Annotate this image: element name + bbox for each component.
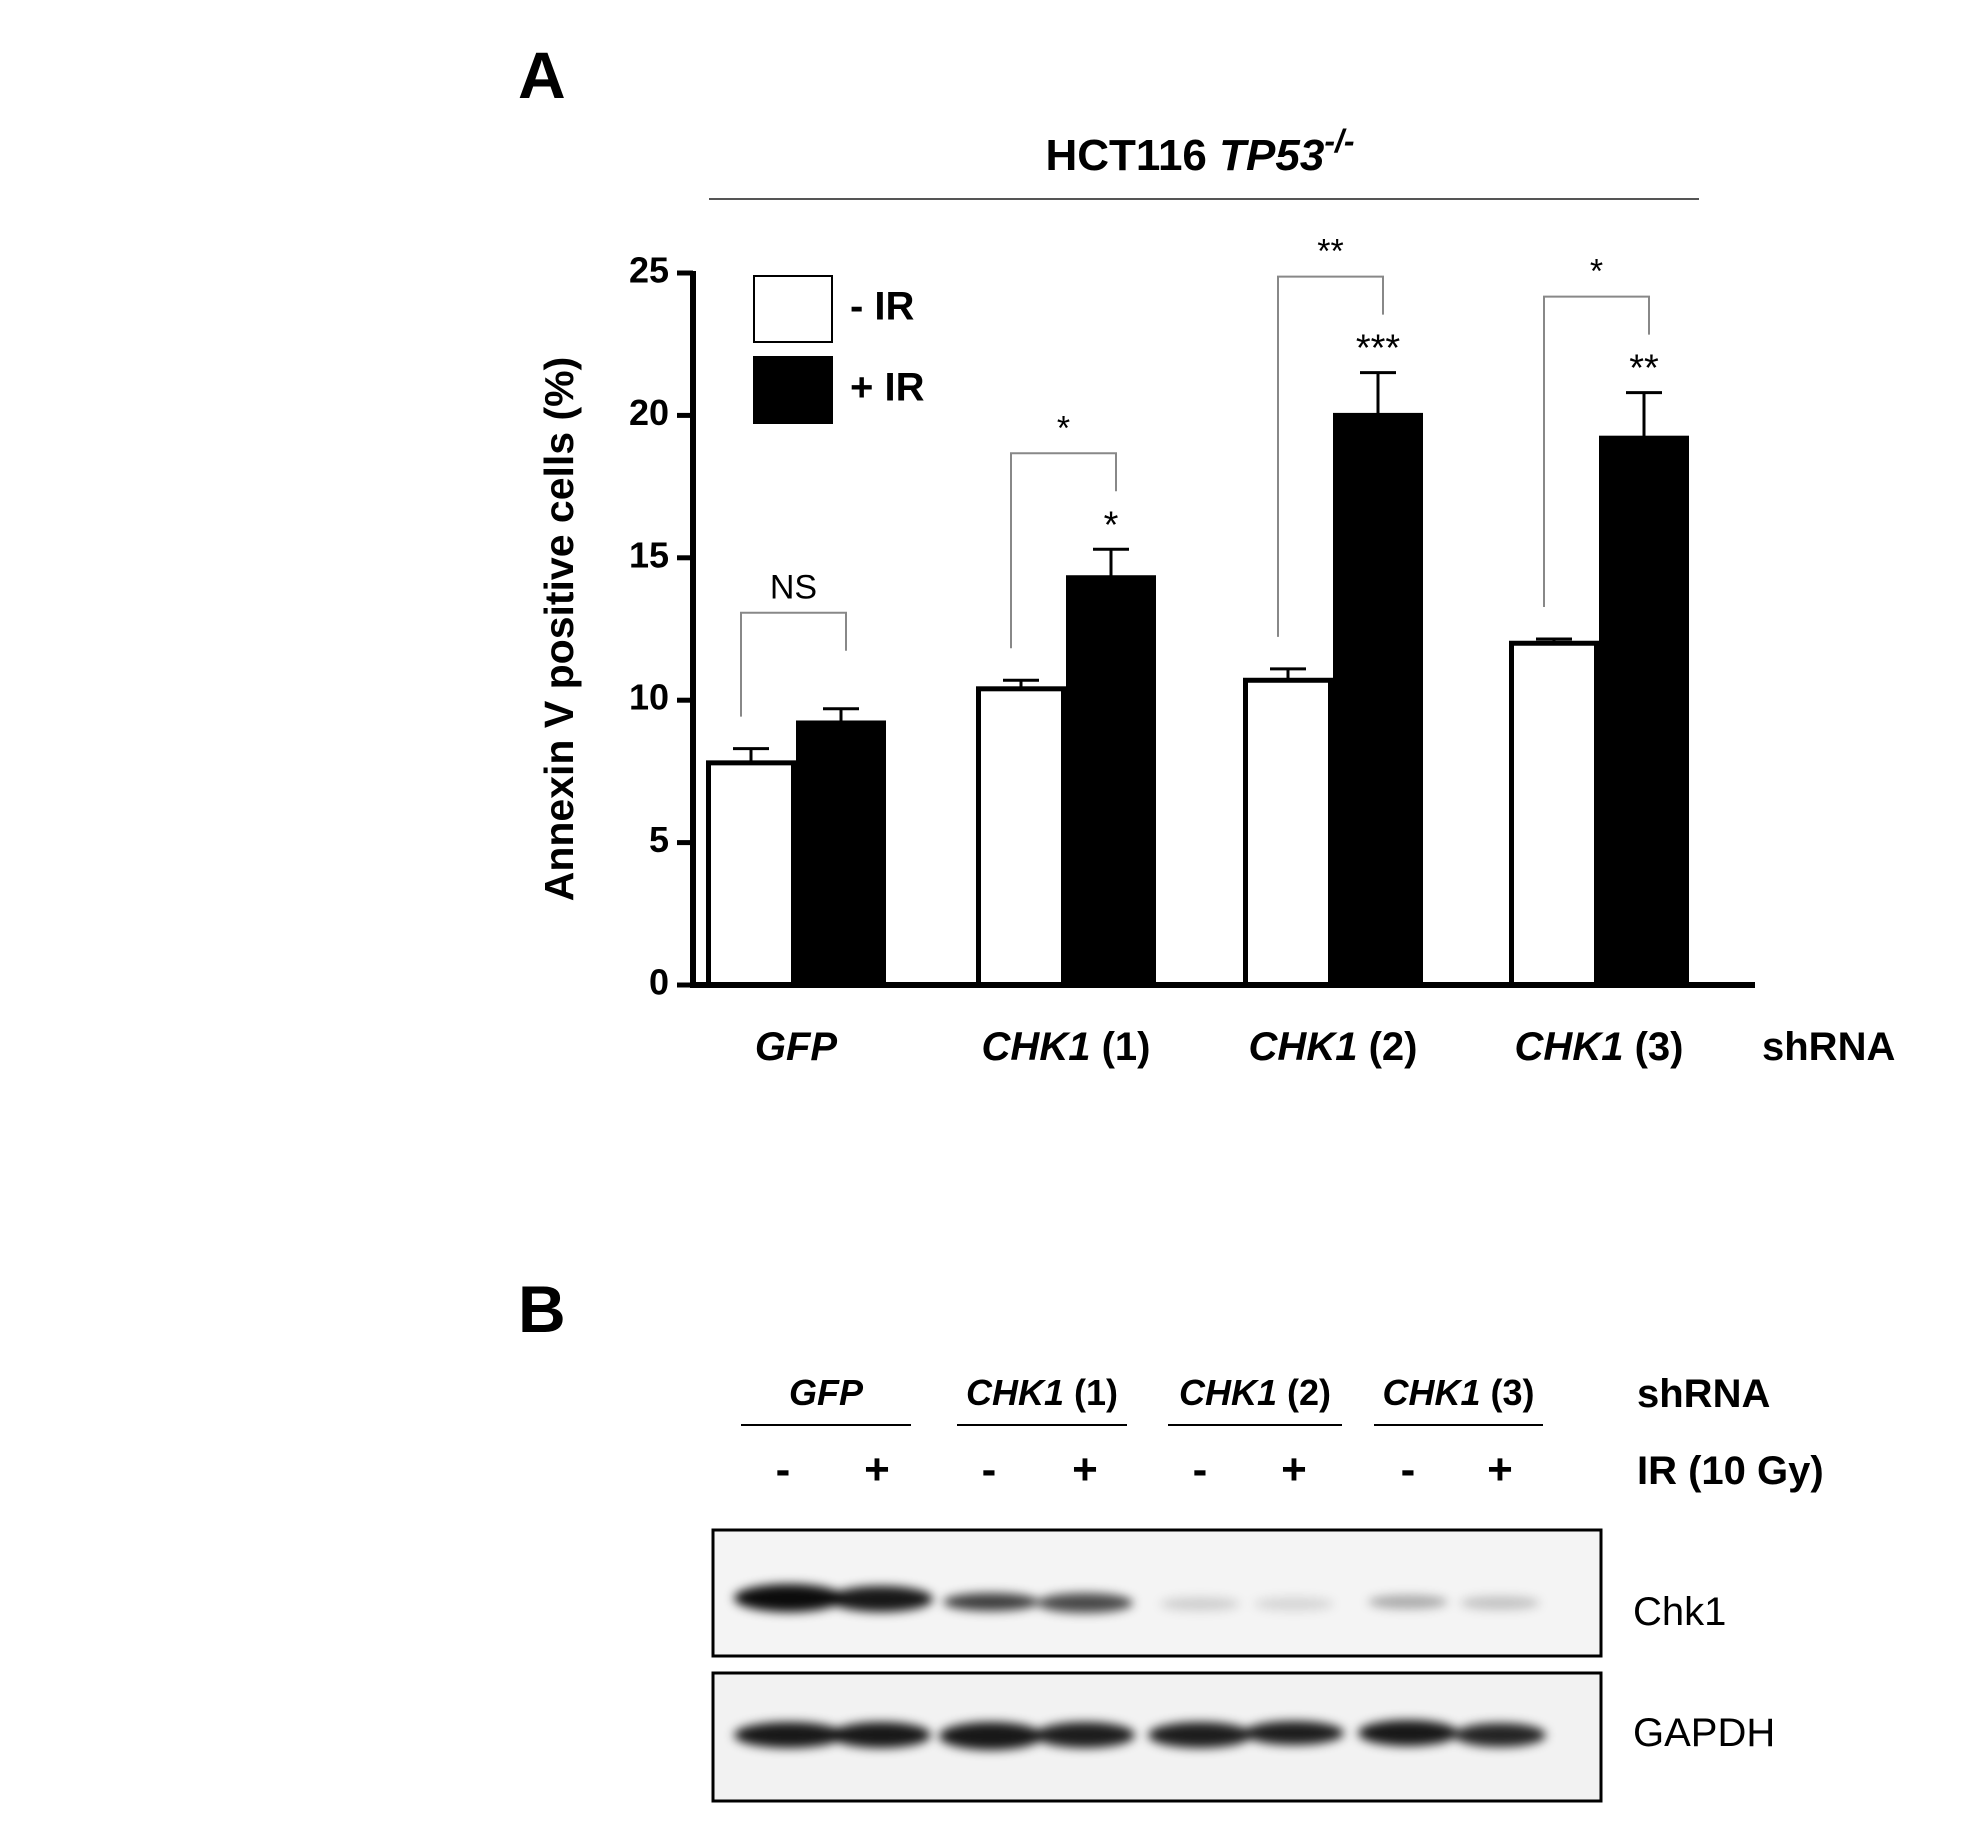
blot-suffix: shRNA xyxy=(1637,1372,1770,1416)
legend-label: + IR xyxy=(850,366,925,410)
band xyxy=(831,1722,931,1748)
band xyxy=(1358,1720,1458,1746)
band xyxy=(1035,1722,1135,1748)
blot-group-label: GFP xyxy=(789,1372,864,1413)
band xyxy=(1368,1595,1448,1609)
significance-bracket xyxy=(1543,295,1650,607)
blot-frame xyxy=(711,1528,1603,1658)
title-superscript: -/- xyxy=(1324,123,1354,159)
y-tick-label: 10 xyxy=(629,677,669,718)
bar xyxy=(796,720,886,988)
lane-label: + xyxy=(1072,1445,1098,1494)
band xyxy=(1254,1597,1334,1611)
x-tick-label: CHK1 (1) xyxy=(982,1025,1151,1069)
x-axis-suffix: shRNA xyxy=(1762,1025,1895,1069)
lane-label: - xyxy=(982,1445,997,1494)
bracket-label: ** xyxy=(1317,233,1343,271)
band xyxy=(1460,1596,1540,1610)
significance-bracket xyxy=(740,611,847,717)
band-label: Chk1 xyxy=(1633,1590,1726,1634)
bar xyxy=(1066,575,1156,988)
x-tick-label: CHK1 (2) xyxy=(1249,1025,1418,1069)
title-gene: TP53 xyxy=(1219,131,1324,180)
significance-star: * xyxy=(1104,504,1119,546)
band xyxy=(1454,1723,1546,1747)
band xyxy=(1244,1721,1344,1745)
x-tick-label: GFP xyxy=(755,1025,838,1069)
x-tick-label: CHK1 (3) xyxy=(1515,1025,1684,1069)
legend-swatch xyxy=(753,275,833,343)
lane-label: + xyxy=(1487,1445,1513,1494)
bracket-label: * xyxy=(1590,253,1603,291)
lane-label: - xyxy=(776,1445,791,1494)
legend-label: - IR xyxy=(850,285,915,329)
bracket-label: * xyxy=(1057,409,1070,447)
y-tick-label: 5 xyxy=(649,819,669,860)
band xyxy=(1037,1593,1133,1613)
y-tick-label: 20 xyxy=(629,392,669,433)
y-tick-label: 15 xyxy=(629,534,669,575)
chart-title: HCT116 TP53-/- xyxy=(1045,123,1354,180)
band-label: GAPDH xyxy=(1633,1711,1775,1755)
lane-label: - xyxy=(1193,1445,1208,1494)
band xyxy=(939,1722,1043,1750)
legend-swatch xyxy=(753,356,833,424)
lane-label: + xyxy=(864,1445,890,1494)
panel-label: B xyxy=(518,1272,566,1346)
blot-group-label: CHK1 (3) xyxy=(1382,1372,1534,1413)
band xyxy=(734,1722,844,1748)
band xyxy=(829,1586,933,1612)
band xyxy=(734,1584,844,1612)
lane-label: + xyxy=(1281,1445,1307,1494)
chk1-bands xyxy=(734,1584,1540,1613)
title-prefix: HCT116 xyxy=(1045,131,1206,180)
significance-star: ** xyxy=(1629,348,1659,390)
y-tick-label: 0 xyxy=(649,962,669,1003)
treatment-label: IR (10 Gy) xyxy=(1637,1449,1824,1493)
band xyxy=(943,1593,1039,1611)
y-tick-label: 25 xyxy=(629,250,669,291)
western-blot xyxy=(711,1528,1603,1803)
panel-label: A xyxy=(518,38,566,112)
lane-label: - xyxy=(1401,1445,1416,1494)
band xyxy=(1160,1597,1240,1611)
significance-star: *** xyxy=(1356,328,1401,370)
bar xyxy=(1243,677,1333,988)
band xyxy=(1148,1722,1252,1748)
gapdh-bands xyxy=(734,1720,1546,1750)
significance-bracket xyxy=(1010,452,1117,649)
blot-group-label: CHK1 (2) xyxy=(1179,1372,1331,1413)
bar xyxy=(1333,412,1423,988)
bar xyxy=(1509,640,1599,988)
significance-bracket xyxy=(1277,275,1384,637)
bar xyxy=(976,686,1066,988)
bracket-label: NS xyxy=(770,569,817,607)
bar xyxy=(1599,435,1689,988)
bar xyxy=(706,760,796,988)
y-axis-label: Annexin V positive cells (%) xyxy=(536,357,582,902)
blot-group-label: CHK1 (1) xyxy=(966,1372,1118,1413)
